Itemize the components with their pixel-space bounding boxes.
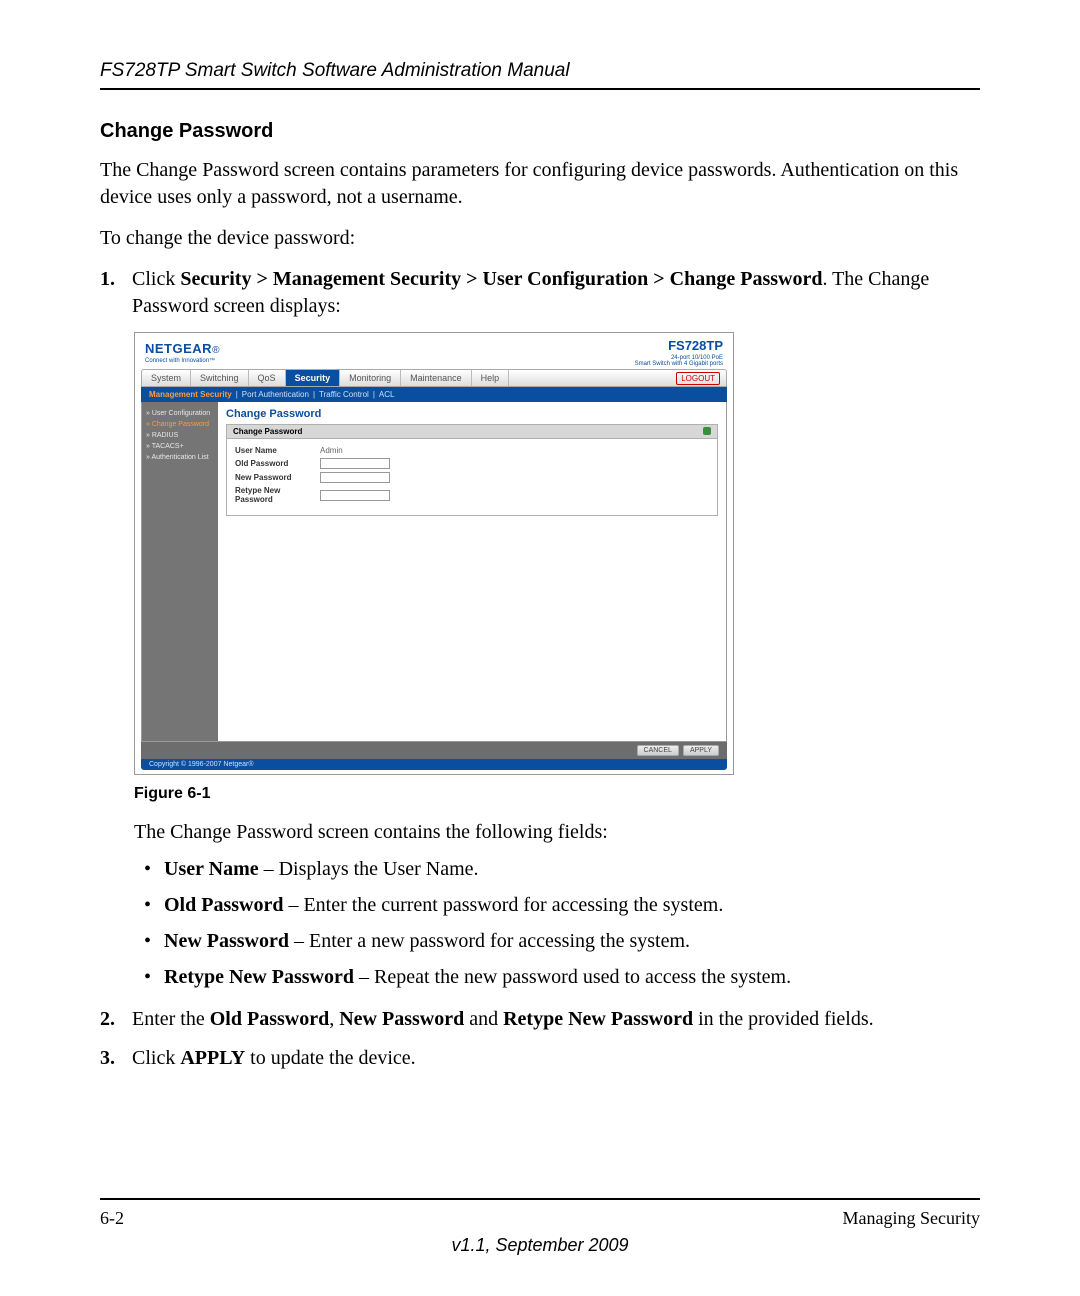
old-password-label: Old Password xyxy=(235,459,320,468)
sub-nav: Management Security | Port Authenticatio… xyxy=(141,387,727,402)
sidebar-item-user-config[interactable]: » User Configuration xyxy=(146,408,214,419)
button-bar: CANCEL APPLY xyxy=(141,742,727,759)
field-item-old-password: • Old Password – Enter the current passw… xyxy=(134,890,980,920)
subnav-mgmt-security[interactable]: Management Security xyxy=(149,390,232,399)
logout-button[interactable]: LOGOUT xyxy=(676,372,720,385)
retype-password-input[interactable] xyxy=(320,490,390,501)
header-rule xyxy=(100,88,980,90)
sidebar-item-auth-list[interactable]: » Authentication List xyxy=(146,452,214,463)
main-tabs: System Switching QoS Security Monitoring… xyxy=(141,369,727,387)
change-password-panel: Change Password User Name Admin Old Pass… xyxy=(226,424,718,516)
bullet-icon: • xyxy=(134,854,164,884)
step-2: 2. Enter the Old Password, New Password … xyxy=(100,1006,980,1033)
brand-tagline: Connect with Innovation™ xyxy=(145,358,219,364)
intro-paragraph: The Change Password screen contains para… xyxy=(100,157,980,211)
cancel-button[interactable]: CANCEL xyxy=(637,745,679,756)
user-name-label: User Name xyxy=(235,446,320,455)
new-password-input[interactable] xyxy=(320,472,390,483)
apply-button[interactable]: APPLY xyxy=(683,745,719,756)
section-heading: Change Password xyxy=(100,120,980,143)
intro-paragraph-2: To change the device password: xyxy=(100,225,980,252)
user-name-value: Admin xyxy=(320,446,343,455)
step1-path: Security > Management Security > User Co… xyxy=(180,268,822,290)
copyright-bar: Copyright © 1996-2007 Netgear® xyxy=(141,759,727,770)
panel-page-title: Change Password xyxy=(226,408,718,420)
subnav-traffic-control[interactable]: Traffic Control xyxy=(319,390,369,399)
step1-prefix: Click xyxy=(132,268,180,290)
help-icon[interactable] xyxy=(703,427,711,435)
old-password-input[interactable] xyxy=(320,458,390,469)
footer-version: v1.1, September 2009 xyxy=(100,1235,980,1256)
sidebar-nav: » User Configuration » Change Password »… xyxy=(142,402,218,741)
new-password-label: New Password xyxy=(235,473,320,482)
step-number: 2. xyxy=(100,1006,132,1033)
tab-maintenance[interactable]: Maintenance xyxy=(401,370,472,386)
field-item-retype-password: • Retype New Password – Repeat the new p… xyxy=(134,962,980,992)
tab-security[interactable]: Security xyxy=(286,370,341,386)
bullet-icon: • xyxy=(134,890,164,920)
brand-logo: NETGEAR xyxy=(145,341,212,356)
figure-caption: Figure 6-1 xyxy=(134,785,980,803)
field-item-user-name: • User Name – Displays the User Name. xyxy=(134,854,980,884)
footer-rule xyxy=(100,1198,980,1200)
tab-system[interactable]: System xyxy=(142,370,191,386)
sidebar-item-radius[interactable]: » RADIUS xyxy=(146,430,214,441)
step-3: 3. Click APPLY to update the device. xyxy=(100,1045,980,1072)
model-sub2: Smart Switch with 4 Gigabit ports xyxy=(635,361,723,367)
model-label: FS728TP xyxy=(668,338,723,353)
retype-password-label: Retype New Password xyxy=(235,486,320,504)
fields-intro: The Change Password screen contains the … xyxy=(134,821,980,844)
tab-monitoring[interactable]: Monitoring xyxy=(340,370,401,386)
footer-section-label: Managing Security xyxy=(843,1208,980,1229)
subnav-acl[interactable]: ACL xyxy=(379,390,395,399)
field-item-new-password: • New Password – Enter a new password fo… xyxy=(134,926,980,956)
tab-help[interactable]: Help xyxy=(472,370,510,386)
bullet-icon: • xyxy=(134,926,164,956)
subnav-port-auth[interactable]: Port Authentication xyxy=(242,390,309,399)
bullet-icon: • xyxy=(134,962,164,992)
step-number: 1. xyxy=(100,266,132,320)
page-number: 6-2 xyxy=(100,1208,124,1229)
panel-header-label: Change Password xyxy=(233,427,302,436)
step-1: 1. Click Security > Management Security … xyxy=(100,266,980,320)
sidebar-item-change-password[interactable]: » Change Password xyxy=(146,419,214,430)
screenshot-figure: NETGEAR® Connect with Innovation™ FS728T… xyxy=(134,332,734,775)
step-number: 3. xyxy=(100,1045,132,1072)
tab-switching[interactable]: Switching xyxy=(191,370,249,386)
running-header: FS728TP Smart Switch Software Administra… xyxy=(100,60,980,88)
sidebar-item-tacacs[interactable]: » TACACS+ xyxy=(146,441,214,452)
tab-qos[interactable]: QoS xyxy=(249,370,286,386)
